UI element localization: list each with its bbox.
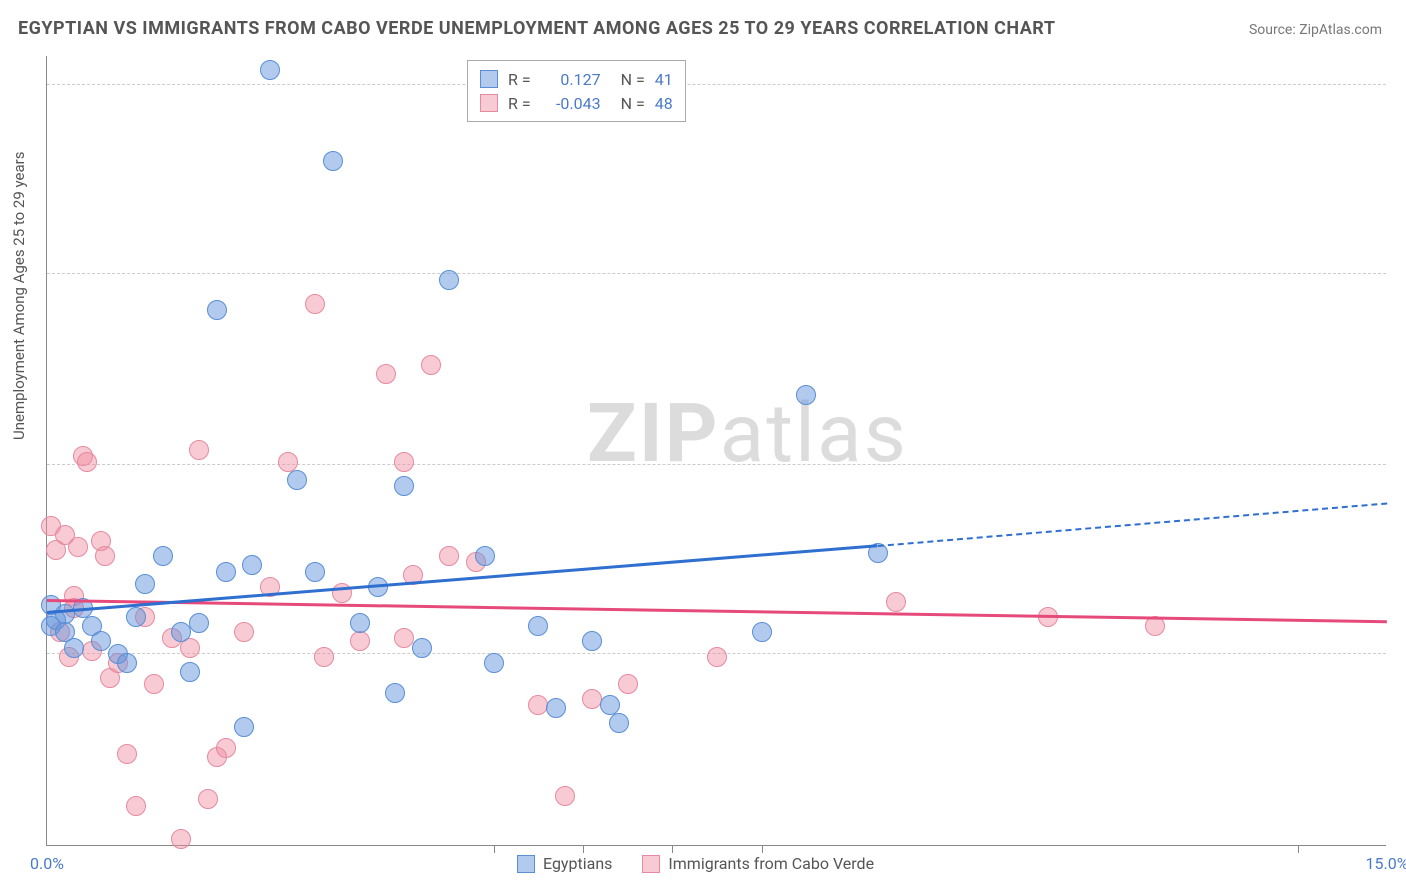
y-tick-label: 12.5% (1396, 437, 1406, 456)
point-pink (305, 294, 325, 314)
point-blue (439, 270, 459, 290)
point-pink (376, 364, 396, 384)
point-blue (484, 653, 504, 673)
x-tick (583, 845, 584, 853)
scatter-chart: ZIPatlas 6.3%12.5%18.8%25.0%0.0%15.0%R =… (46, 56, 1386, 846)
point-pink (171, 829, 191, 849)
point-blue (475, 546, 495, 566)
point-blue (260, 60, 280, 80)
point-blue (117, 653, 137, 673)
legend-series: Egyptians Immigrants from Cabo Verde (517, 854, 874, 873)
point-pink (555, 786, 575, 806)
point-blue (546, 698, 566, 718)
trend-pink (47, 599, 1387, 623)
point-blue (528, 616, 548, 636)
point-pink (528, 695, 548, 715)
point-blue (189, 613, 209, 633)
y-axis-label: Unemployment Among Ages 25 to 29 years (10, 152, 28, 440)
x-tick-label: 15.0% (1366, 854, 1406, 873)
x-tick (672, 845, 673, 853)
r-label: R = (508, 94, 531, 113)
legend-swatch (517, 855, 535, 873)
point-blue (796, 385, 816, 405)
x-tick-label: 0.0% (30, 854, 64, 873)
point-pink (618, 674, 638, 694)
gridline-h (47, 84, 1386, 85)
point-pink (198, 789, 218, 809)
point-pink (350, 631, 370, 651)
n-value: 41 (655, 70, 673, 89)
n-label: N = (621, 70, 645, 89)
point-blue (582, 631, 602, 651)
point-pink (189, 440, 209, 460)
gridline-h (47, 273, 1386, 274)
trend-blue-dashed (878, 503, 1387, 548)
legend-swatch (480, 94, 498, 112)
watermark: ZIPatlas (587, 386, 908, 482)
point-blue (64, 638, 84, 658)
legend-swatch (480, 70, 498, 88)
point-blue (305, 562, 325, 582)
point-pink (278, 452, 298, 472)
point-blue (216, 562, 236, 582)
legend-item: Egyptians (517, 854, 612, 873)
point-pink (144, 674, 164, 694)
point-blue (394, 476, 414, 496)
gridline-h (47, 464, 1386, 465)
legend-row: R = 0.127 N = 41 (480, 67, 673, 91)
point-pink (707, 647, 727, 667)
point-blue (600, 695, 620, 715)
point-blue (287, 470, 307, 490)
legend-correlation-box: R = 0.127 N = 41 R = -0.043 N = 48 (467, 60, 686, 122)
point-pink (439, 546, 459, 566)
point-blue (135, 574, 155, 594)
r-label: R = (508, 70, 531, 89)
point-blue (323, 151, 343, 171)
point-blue (350, 613, 370, 633)
y-tick-label: 25.0% (1396, 57, 1406, 76)
point-blue (207, 300, 227, 320)
x-tick (762, 845, 763, 853)
point-pink (95, 546, 115, 566)
point-pink (216, 738, 236, 758)
point-pink (394, 452, 414, 472)
y-tick-label: 18.8% (1396, 245, 1406, 264)
r-value: -0.043 (541, 94, 601, 113)
legend-swatch (642, 855, 660, 873)
point-blue (412, 638, 432, 658)
x-tick (1298, 845, 1299, 853)
point-blue (752, 622, 772, 642)
point-pink (234, 622, 254, 642)
point-pink (77, 452, 97, 472)
point-pink (117, 744, 137, 764)
point-pink (314, 647, 334, 667)
legend-label: Egyptians (543, 854, 612, 873)
point-blue (171, 622, 191, 642)
legend-item: Immigrants from Cabo Verde (642, 854, 874, 873)
point-blue (180, 662, 200, 682)
point-blue (242, 555, 262, 575)
y-tick-label: 6.3% (1396, 625, 1406, 644)
legend-row: R = -0.043 N = 48 (480, 91, 673, 115)
n-label: N = (621, 94, 645, 113)
watermark-heavy: ZIP (587, 386, 720, 482)
legend-label: Immigrants from Cabo Verde (668, 854, 874, 873)
x-tick (494, 845, 495, 853)
point-blue (385, 683, 405, 703)
point-blue (126, 607, 146, 627)
point-blue (609, 713, 629, 733)
point-blue (91, 631, 111, 651)
point-blue (234, 717, 254, 737)
chart-title: EGYPTIAN VS IMMIGRANTS FROM CABO VERDE U… (18, 18, 1055, 39)
point-pink (126, 796, 146, 816)
point-blue (153, 546, 173, 566)
n-value: 48 (655, 94, 673, 113)
point-pink (421, 355, 441, 375)
point-pink (68, 537, 88, 557)
point-pink (886, 592, 906, 612)
source-attribution: Source: ZipAtlas.com (1249, 22, 1382, 38)
r-value: 0.127 (541, 70, 601, 89)
